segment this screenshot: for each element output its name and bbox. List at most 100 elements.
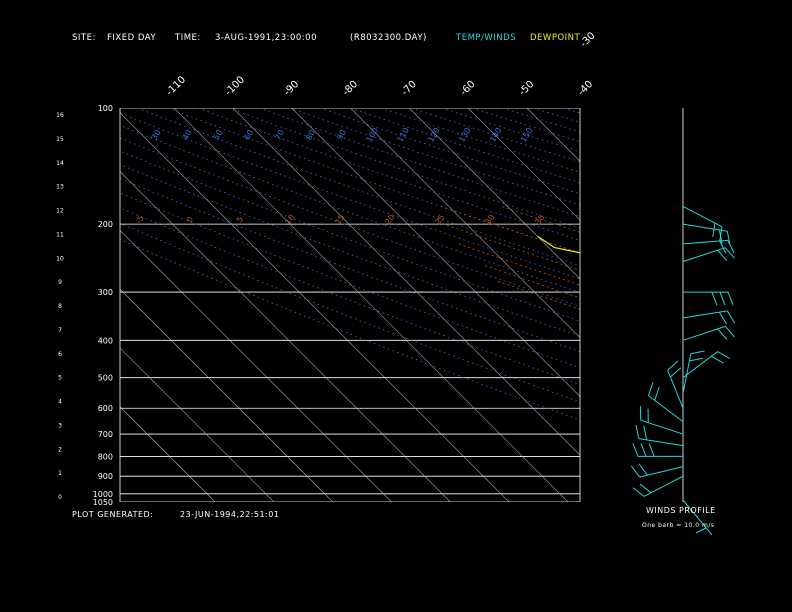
dry-adiabat-line [120,192,580,369]
dry-adiabat-line [198,108,580,241]
dry-adiabat-line [441,108,580,153]
wind-barb-flag [635,424,640,439]
time-value: 3-AUG-1991,23:00:00 [215,33,317,43]
height-km-label: 5 [58,375,62,382]
isotherm-label: -40 [576,79,595,98]
isotherm-line [120,288,334,502]
dry-adiabat-line [563,108,580,114]
winds-profile-title: WINDS PROFILE [646,506,716,515]
moist-adiabat-line [774,207,792,503]
wind-barb-flag [630,465,640,478]
wind-barb-flag [640,443,647,457]
isotherm-line [408,108,580,280]
dry-adiabat-line [380,108,580,173]
moist-adiabat-line [443,223,580,271]
dry-adiabat-line [137,108,580,267]
dry-adiabat-line [120,125,580,293]
wind-barb-flag [711,291,718,306]
moist-adiabat-line [441,206,580,254]
wind-barb [643,475,684,497]
pressure-label: 500 [98,374,113,383]
moist-adiabat-line [501,206,580,233]
wind-barb-flag [718,311,728,325]
wind-barb-flag [643,426,648,440]
pressure-label: 1000 [93,490,113,499]
pressure-label: 700 [98,430,113,439]
isotherm-line [232,108,580,456]
dry-adiabat-line [120,207,580,385]
isotherm-line [120,171,451,502]
wind-barb-flag [632,443,639,457]
pressure-label: 1050 [93,498,113,507]
wind-barb-flag [717,351,730,359]
wind-barb-flag [667,360,679,371]
height-km-label: 10 [56,255,64,262]
wind-barb-flag [717,328,728,340]
sample-barb [682,499,713,536]
wind-barb [682,325,726,341]
wind-barb-flag [719,240,727,254]
wind-barb-flag [719,291,726,306]
dry-adiabat-label: 40 [181,128,194,141]
isotherm-line [120,112,510,502]
wind-barb-flag [727,291,734,306]
isotherm-label: -100 [223,74,247,98]
height-km-label: 3 [58,422,62,429]
dewpoint-line [537,235,580,254]
moist-adiabat-label: 5 [235,215,245,224]
wind-barb-flag [654,386,660,401]
isotherm-line [291,108,580,397]
height-km-label: 12 [56,208,64,215]
wind-barb-flag [670,367,682,378]
isotherm-line [526,108,580,162]
isotherm-line [173,108,569,502]
moist-adiabat-label: -5 [134,214,146,226]
height-km-label: 14 [56,160,64,167]
plot-area [120,108,792,503]
isotherm-line [120,229,392,502]
height-km-label: 15 [56,136,64,143]
isotherm-line [586,108,792,502]
legend-temp-winds: TEMP/WINDS [456,33,517,43]
dry-adiabat-line [120,137,580,308]
time-label: TIME: [175,33,201,43]
wind-barb [648,395,684,423]
height-km-label: 4 [58,399,62,406]
wind-barb-flag [724,326,735,338]
wind-barb-flag [632,487,645,497]
dry-adiabat-label: 70 [273,128,286,141]
height-km-label: 9 [58,279,62,286]
dry-adiabat-line [502,108,580,133]
pressure-label: 300 [98,288,113,297]
isotherm-line [120,347,275,502]
file-name: (R8032300.DAY) [350,33,427,43]
wind-barb-flag [719,226,723,241]
wind-barb-flag [726,310,736,324]
isotherm-label: -30 [578,30,597,49]
moist-adiabat-label: 0 [185,215,195,224]
height-km-label: 1 [58,470,62,477]
height-km-label: 8 [58,303,62,310]
isotherm-line [467,108,580,221]
wind-barb-flag [690,350,705,355]
wind-barb [682,223,728,232]
site-label: SITE: [72,33,96,43]
temperature-line [616,232,792,502]
dry-adiabat-line [120,150,580,322]
wind-barb [639,466,684,478]
wind-barb [682,351,718,379]
dry-adiabat-label: 150 [519,126,534,144]
isotherm-label: -50 [517,79,536,98]
height-km-label: 2 [58,446,62,453]
moist-adiabat-line [495,280,580,310]
moist-adiabat-line [482,264,580,299]
dry-adiabat-line [120,222,580,403]
dry-adiabat-line [120,112,580,280]
dry-adiabat-line [319,108,580,195]
dry-adiabat-label: 120 [426,126,441,144]
dry-adiabat-label: 90 [335,128,348,141]
pressure-label: 200 [98,220,113,229]
wind-barb-flag [639,483,652,494]
wind-barb-flag [717,249,728,262]
